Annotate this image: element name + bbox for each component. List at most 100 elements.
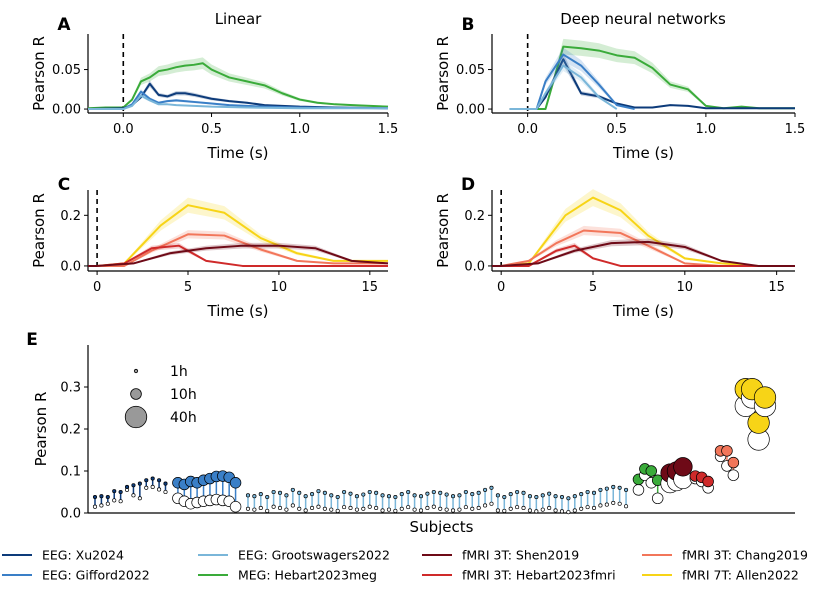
series-band-fmri-7t-allen2022 xyxy=(492,189,795,267)
subject-dnn-point xyxy=(673,457,693,477)
subject-dnn-point xyxy=(150,476,155,481)
subject-dnn-point xyxy=(157,478,162,483)
subject-linear-point xyxy=(92,504,98,509)
subject-linear-point xyxy=(483,503,488,508)
series-line-eeg-grootswagers2022 xyxy=(88,94,388,111)
subject-linear-point xyxy=(150,484,155,490)
subject-dnn-point xyxy=(303,494,308,499)
subject-linear-point xyxy=(611,500,616,505)
subject-linear-point xyxy=(386,507,392,512)
subject-dnn-point xyxy=(163,481,168,486)
subject-dnn-point xyxy=(245,493,251,498)
series-line-eeg-grootswagers2022 xyxy=(509,64,618,111)
subject-dnn-point xyxy=(604,486,609,491)
x-tick-label: 5 xyxy=(184,280,192,295)
subject-dnn-point xyxy=(611,484,616,490)
subject-dnn-point xyxy=(727,456,740,469)
subject-linear-point xyxy=(457,507,462,512)
subject-dnn-point xyxy=(624,487,629,492)
subject-dnn-point xyxy=(124,484,130,490)
subject-linear-point xyxy=(322,506,327,511)
subject-dnn-point xyxy=(393,494,398,500)
subject-dnn-point xyxy=(598,487,603,492)
subject-linear-point xyxy=(463,505,468,510)
y-axis-label: Pearson R xyxy=(30,36,48,111)
subject-dnn-point xyxy=(463,489,468,495)
subject-linear-point xyxy=(118,499,123,504)
panel-label: A xyxy=(57,15,71,35)
subject-linear-point xyxy=(438,506,443,511)
subject-dnn-point xyxy=(412,493,417,498)
subject-linear-point xyxy=(131,493,136,498)
subject-linear-point xyxy=(450,508,456,513)
subject-dnn-point xyxy=(361,492,366,497)
subject-linear-point xyxy=(476,505,481,511)
x-tick-label: 0.5 xyxy=(201,122,222,137)
x-tick-label: 0.0 xyxy=(517,122,538,137)
y-tick-label: 0.2 xyxy=(60,209,81,224)
x-tick-label: 0 xyxy=(93,280,101,295)
subject-linear-point xyxy=(229,500,242,513)
panel-title: Linear xyxy=(215,10,262,28)
x-axis-label: Time (s) xyxy=(207,302,269,320)
x-tick-label: 1.0 xyxy=(696,122,717,137)
subject-linear-point xyxy=(547,505,552,511)
subject-dnn-point xyxy=(271,489,276,495)
subject-dnn-point xyxy=(431,489,436,495)
x-tick-label: 15 xyxy=(768,280,785,295)
series-band-eeg-grootswagers2022 xyxy=(509,60,617,110)
panel-label: D xyxy=(461,175,475,195)
subject-linear-point xyxy=(559,509,565,514)
series-band-fmri-7t-allen2022 xyxy=(88,197,388,267)
subject-dnn-point xyxy=(591,490,597,495)
subject-linear-point xyxy=(105,501,110,506)
subject-linear-point xyxy=(245,506,251,511)
subject-dnn-point xyxy=(252,494,257,499)
panel-b: 0.00 0.05 0.0 0.5 1.0 1.5 Time (s) Pearson R B De… xyxy=(434,10,805,162)
subject-linear-point xyxy=(297,506,302,511)
subject-linear-point xyxy=(342,505,347,510)
subject-linear-point xyxy=(515,505,520,510)
subject-linear-point xyxy=(598,503,603,508)
size-legend-label: 1h xyxy=(170,364,188,380)
subject-linear-point xyxy=(284,507,289,512)
subject-dnn-point xyxy=(118,489,123,495)
series-line-meg-hebart2023meg xyxy=(509,45,795,111)
subject-linear-point xyxy=(303,508,308,513)
legend-label-fmri-3t-shen2019: fMRI 3T: Shen2019 xyxy=(462,548,579,563)
subject-dnn-point xyxy=(495,493,500,498)
series-line-eeg-gifford2022 xyxy=(88,90,389,111)
size-legend-label: 40h xyxy=(170,410,197,426)
subject-dnn-point xyxy=(547,491,552,496)
subject-dnn-point xyxy=(572,494,577,499)
subject-linear-point xyxy=(290,503,295,508)
y-tick-label: 0.3 xyxy=(60,381,81,396)
subject-linear-point xyxy=(316,504,321,509)
x-tick-label: 0.5 xyxy=(606,122,627,137)
y-axis-label: Pearson R xyxy=(434,193,452,268)
subject-dnn-point xyxy=(112,489,117,494)
x-tick-label: 10 xyxy=(677,280,694,295)
subject-linear-point xyxy=(265,508,270,513)
subject-dnn-point xyxy=(105,494,110,500)
subject-linear-point xyxy=(534,509,539,514)
x-axis-label: Time (s) xyxy=(612,302,674,320)
subject-linear-point xyxy=(444,507,449,512)
subject-dnn-point xyxy=(753,386,777,409)
subject-linear-point xyxy=(412,507,417,512)
subject-linear-point xyxy=(495,508,500,513)
subject-linear-point xyxy=(431,504,436,509)
panel-e: 0.0 0.1 0.2 0.3 Subjects Pearson R E 1h 10h 40h xyxy=(26,330,795,536)
x-axis-label: Time (s) xyxy=(207,144,269,162)
y-tick-label: 0.00 xyxy=(52,103,81,118)
subject-dnn-point xyxy=(131,483,136,488)
subject-linear-point xyxy=(361,506,366,511)
series-line-meg-hebart2023meg xyxy=(87,62,389,110)
panel-label: C xyxy=(58,175,70,195)
subject-dnn-point xyxy=(354,494,359,499)
subject-linear-point xyxy=(354,507,359,512)
subject-linear-point xyxy=(591,505,597,511)
subject-dnn-point xyxy=(483,487,488,492)
subject-linear-point xyxy=(553,508,558,513)
